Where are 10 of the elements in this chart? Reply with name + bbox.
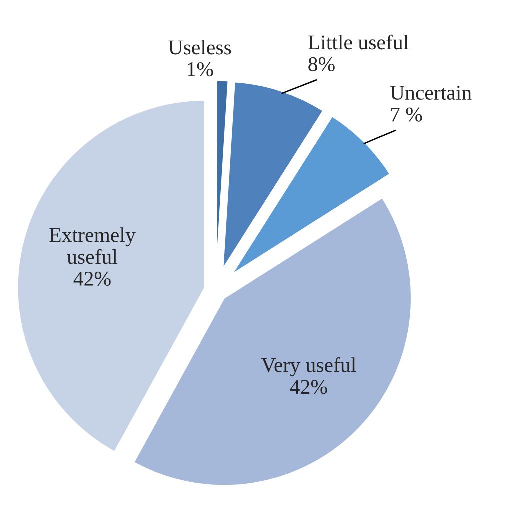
slice-label: Extremely useful [50,228,136,264]
slice-label: Little useful [308,34,409,50]
data-label: 8% [308,57,335,72]
data-label: 1% [188,62,214,77]
data-label: 42% [290,380,328,394]
slice-label: Useless [168,40,232,55]
slice-label: Uncertain [390,86,472,100]
slice-label: Very useful [261,357,356,377]
data-label: 42% [74,272,111,286]
data-label: 7 % [391,108,422,122]
